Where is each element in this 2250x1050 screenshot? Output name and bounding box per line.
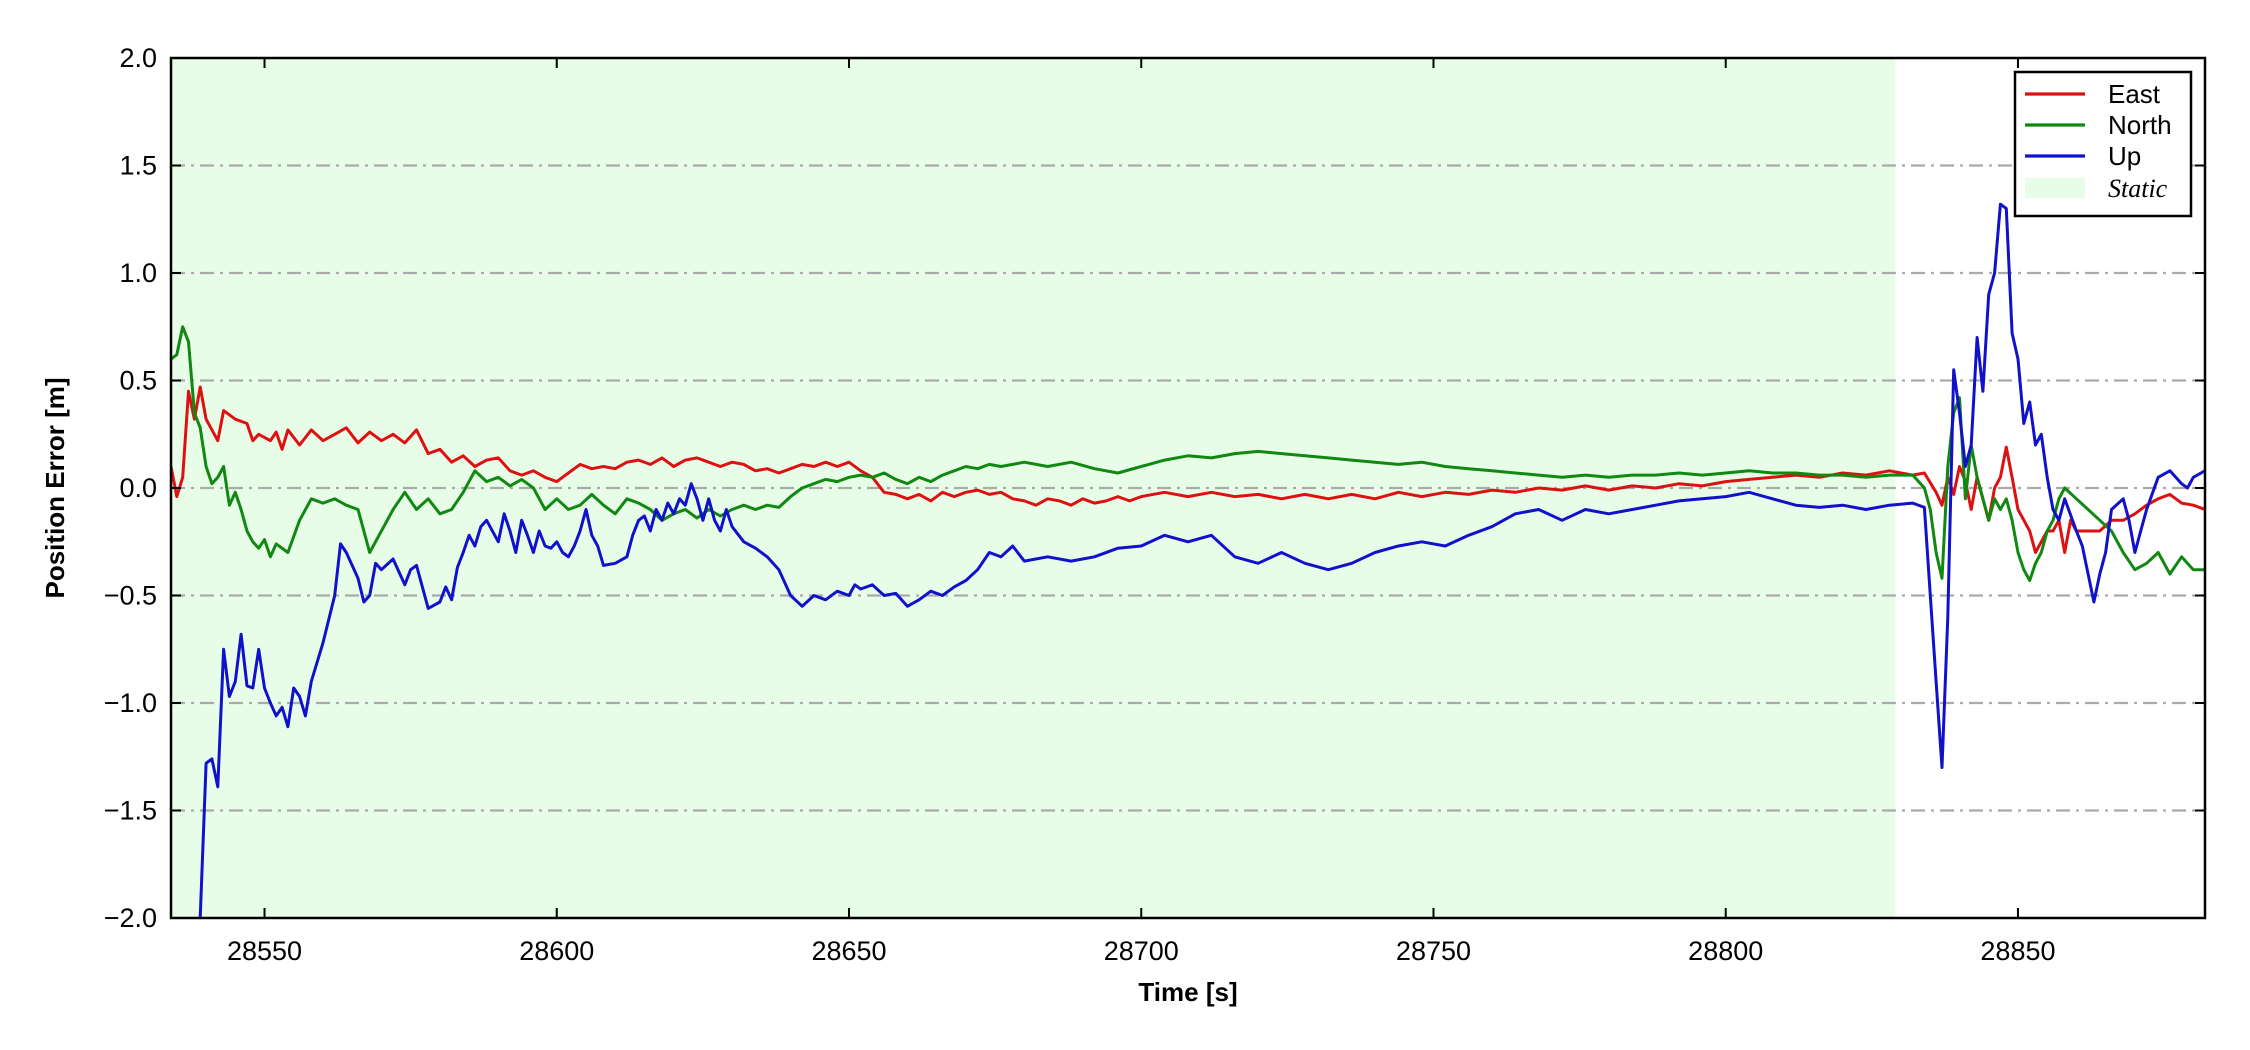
y-axis-ticks: −2.0 −1.5 −1.0 −0.5 0.0 0.5 1.0 1.5 2.0: [104, 43, 2205, 933]
x-tick-label: 28800: [1688, 936, 1763, 966]
y-tick-label: 1.5: [119, 151, 157, 181]
legend: East North Up Static: [2013, 70, 2193, 218]
legend-label-east: East: [2108, 79, 2161, 109]
y-tick-label: −1.5: [104, 796, 157, 826]
series-line-north: [171, 325, 2205, 582]
y-tick-label: 0.0: [119, 473, 157, 503]
series-group: [171, 202, 2205, 918]
x-tick-label: 28850: [1980, 936, 2055, 966]
x-tick-label: 28700: [1104, 936, 1179, 966]
grid: [171, 164, 2205, 812]
legend-swatch-static: [2025, 178, 2085, 198]
y-tick-label: 2.0: [119, 43, 157, 73]
y-tick-label: 0.5: [119, 366, 157, 396]
series-line-up: [198, 202, 2205, 918]
x-tick-label: 28550: [227, 936, 302, 966]
y-axis-title: Position Error [m]: [40, 377, 70, 598]
x-tick-label: 28650: [811, 936, 886, 966]
y-tick-label: −1.0: [104, 688, 157, 718]
legend-label-north: North: [2108, 110, 2172, 140]
x-axis-ticks: 28550 28600 28650 28700 28750 28800 28850: [227, 58, 2056, 966]
x-tick-label: 28600: [519, 936, 594, 966]
y-tick-label: −0.5: [104, 581, 157, 611]
y-tick-label: 1.0: [119, 258, 157, 288]
x-tick-label: 28750: [1396, 936, 1471, 966]
y-tick-label: −2.0: [104, 903, 157, 933]
legend-label-up: Up: [2108, 141, 2141, 171]
x-axis-title: Time [s]: [1138, 977, 1237, 1007]
legend-label-static: Static: [2108, 174, 2168, 203]
